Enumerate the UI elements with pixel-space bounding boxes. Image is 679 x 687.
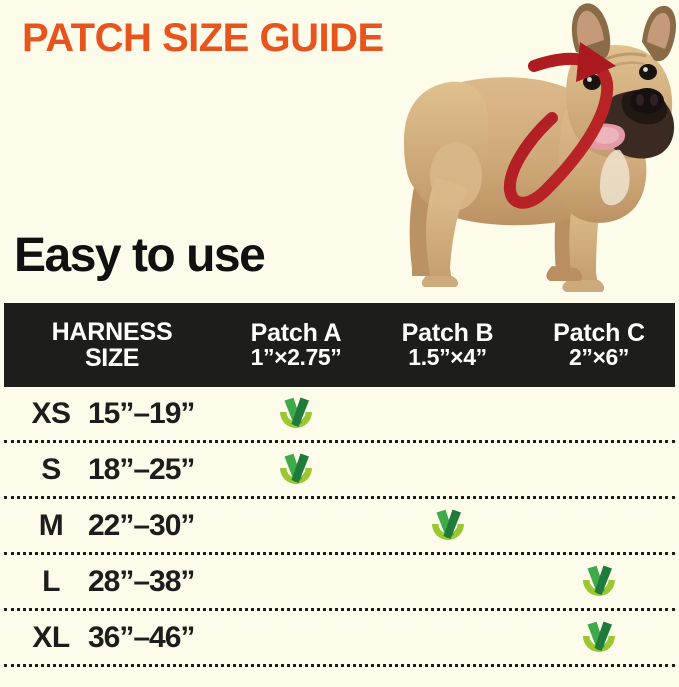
column-header-line2: 2”×6”: [568, 344, 629, 371]
cell-harness-size: M 22”–30”: [4, 509, 220, 543]
size-label: XL: [32, 620, 70, 654]
column-header-line1: Patch C: [553, 319, 645, 348]
cell-patch-c: [523, 562, 675, 602]
cell-harness-size: XS 15”–19”: [4, 397, 220, 431]
section-subtitle: Easy to use: [14, 229, 266, 282]
size-range: 28”–38”: [88, 564, 195, 598]
cell-harness-size: L 28”–38”: [4, 565, 220, 599]
table-row: S 18”–25”: [4, 443, 675, 499]
green-check-badge-icon: [583, 621, 615, 652]
green-check-badge-icon: [280, 453, 312, 484]
cell-patch-a: [220, 394, 372, 434]
size-label: S: [41, 452, 61, 486]
size-range: 15”–19”: [88, 396, 195, 430]
column-header-patch-a: Patch A 1”×2.75”: [220, 320, 372, 370]
green-check-badge-icon: [431, 509, 464, 540]
table-body: XS 15”–19” S 18”–25” M 22”–30” L 28”–38” XL 36”–4…: [4, 387, 675, 667]
column-header-line2: SIZE: [85, 344, 139, 372]
size-label: XS: [31, 396, 71, 430]
size-range: 22”–30”: [88, 508, 195, 542]
column-header-line2: 1.5”×4”: [408, 344, 487, 371]
column-header-line1: Patch A: [250, 319, 342, 348]
size-label: L: [42, 564, 60, 598]
cell-harness-size: S 18”–25”: [4, 453, 220, 487]
cell-patch-a: [220, 450, 372, 490]
size-label: M: [38, 508, 64, 542]
table-row: XL 36”–46”: [4, 611, 675, 667]
cell-patch-c: [523, 618, 675, 658]
table-row: M 22”–30”: [4, 499, 675, 555]
green-check-badge-icon: [280, 397, 312, 428]
table-row: XS 15”–19”: [4, 387, 675, 443]
cell-harness-size: XL 36”–46”: [4, 621, 220, 655]
size-range: 36”–46”: [88, 620, 195, 654]
table-header-row: HARNESS SIZE Patch A 1”×2.75” Patch B 1.…: [4, 303, 675, 387]
column-header-line1: HARNESS: [51, 318, 173, 346]
column-header-line1: Patch B: [401, 319, 494, 348]
column-header-harness-size: HARNESS SIZE: [4, 319, 220, 371]
cell-patch-b: [372, 506, 523, 546]
green-check-badge-icon: [583, 565, 615, 596]
french-bulldog-illustration: [352, 0, 679, 300]
table-row: L 28”–38”: [4, 555, 675, 611]
column-header-line2: 1”×2.75”: [250, 344, 342, 371]
page-title: PATCH SIZE GUIDE: [22, 16, 384, 60]
column-header-patch-b: Patch B 1.5”×4”: [372, 320, 523, 370]
size-range: 18”–25”: [88, 452, 195, 486]
column-header-patch-c: Patch C 2”×6”: [523, 320, 675, 370]
patch-size-table: HARNESS SIZE Patch A 1”×2.75” Patch B 1.…: [4, 303, 675, 667]
